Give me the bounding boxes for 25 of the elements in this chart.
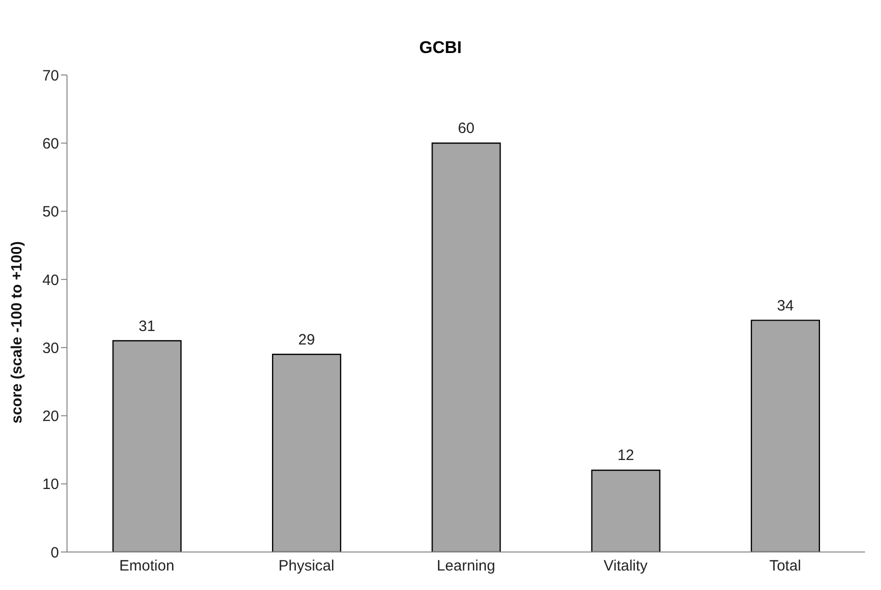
data-label: 60 [458, 120, 475, 138]
bar [432, 142, 501, 552]
chart-title: GCBI [418, 38, 463, 58]
y-tick-label: 50 [42, 204, 59, 221]
y-tick-label: 30 [42, 340, 59, 357]
y-tick-label: 70 [42, 67, 59, 84]
data-label: 12 [617, 447, 634, 464]
x-tick-label: Vitality [604, 558, 648, 575]
y-tick-label: 20 [42, 408, 59, 426]
y-axis-title: score (scale -100 to +100) [8, 241, 26, 424]
y-tick-label: 0 [50, 544, 59, 562]
bar [591, 470, 660, 552]
bar [750, 320, 820, 552]
data-label: 31 [138, 318, 156, 335]
y-tick-label: 40 [42, 272, 59, 289]
x-tick-label: Physical [278, 558, 334, 575]
x-tick-label: Emotion [119, 558, 174, 575]
data-label: 34 [777, 297, 794, 314]
bar [112, 340, 182, 552]
data-label: 29 [298, 331, 315, 348]
y-tick-label: 10 [42, 476, 59, 494]
bar [272, 354, 342, 552]
y-tick-label: 60 [42, 135, 59, 152]
x-tick-label: Learning [436, 558, 496, 575]
x-tick-label: Total [769, 558, 802, 575]
